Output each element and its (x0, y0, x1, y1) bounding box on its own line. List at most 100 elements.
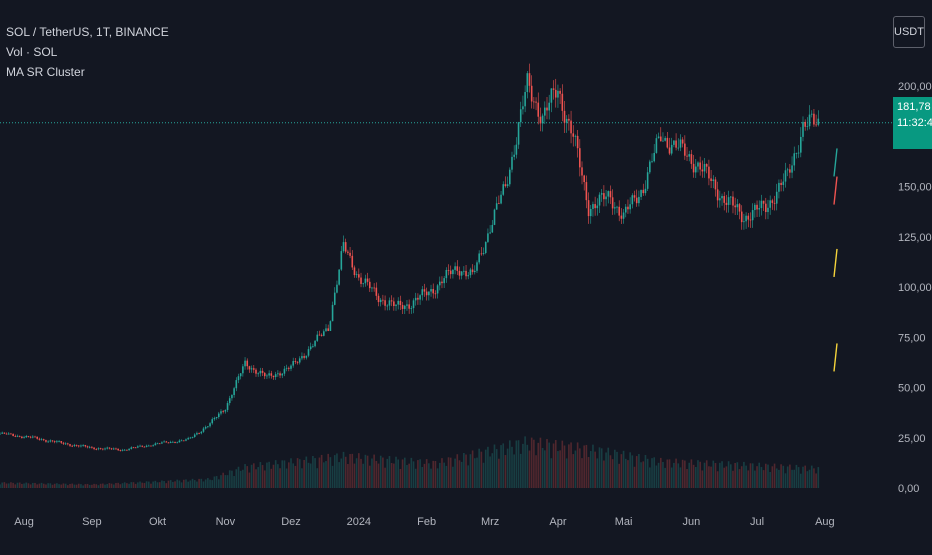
candle-body (694, 166, 697, 173)
candle-body (723, 196, 726, 203)
volume-bar (7, 483, 10, 488)
candle-body (366, 278, 369, 282)
volume-bar (393, 463, 395, 488)
candle-body (618, 206, 621, 216)
volume-bar (42, 483, 45, 488)
volume-bar (679, 467, 682, 488)
candle-body (123, 449, 126, 451)
candle-body (237, 376, 240, 381)
volume-bar (408, 463, 410, 488)
volume-bar (747, 470, 750, 488)
candle-body (734, 205, 736, 208)
volume-bar (277, 464, 279, 488)
x-axis[interactable]: Aug Sep Okt Nov Dez 2024 Feb Mrz Apr Mai Jun Jul Aug (14, 516, 834, 528)
volume-bar (189, 480, 192, 488)
candle-body (544, 107, 546, 116)
candle-body (802, 121, 804, 137)
candle-body (631, 195, 634, 205)
volume-bar (347, 464, 349, 488)
candle-body (719, 198, 721, 201)
x-tick-label: Aug (14, 516, 34, 528)
candle-body (740, 211, 743, 223)
candle-body (62, 442, 65, 444)
volume-bar (368, 465, 371, 488)
candle-body (403, 305, 406, 309)
volume-bar (355, 458, 358, 488)
volume-bar (318, 457, 321, 488)
candle-body (699, 162, 701, 170)
volume-bar (452, 466, 454, 488)
candle-body (697, 162, 699, 167)
candle-body (563, 110, 566, 123)
candle-body (353, 267, 356, 276)
volume-bar (88, 484, 91, 488)
volume-bar (128, 483, 130, 488)
candle-body (204, 426, 207, 429)
candle-body (480, 253, 483, 255)
legend-indicator[interactable]: MA SR Cluster (6, 65, 85, 79)
volume-bar (174, 481, 176, 488)
legend-symbol[interactable]: SOL / TetherUS, 1T, BINANCE (6, 25, 169, 39)
volume-bar (110, 483, 113, 488)
candle-body (408, 304, 410, 309)
candle-body (519, 109, 522, 123)
candle-body (97, 448, 100, 450)
ma-sr-cluster-levels (833, 148, 838, 372)
candle-body (283, 368, 286, 374)
volume-bar (102, 483, 104, 488)
volume-bar (143, 483, 146, 488)
volume-bar (25, 482, 28, 488)
candle-body (277, 373, 279, 375)
volume-bar (528, 450, 531, 488)
volume-bar (530, 437, 533, 488)
volume-bar (58, 484, 60, 488)
volume-bar (471, 450, 474, 488)
candle-body (112, 448, 115, 450)
currency-button[interactable]: USDT (893, 16, 925, 48)
candle-body (86, 446, 89, 448)
x-tick-label: Okt (149, 516, 166, 528)
volume-bar (484, 449, 487, 488)
candle-body (347, 251, 349, 253)
volume-bar (467, 465, 470, 488)
candle-body (471, 269, 474, 273)
volume-bar (764, 463, 767, 488)
candle-body (624, 206, 627, 213)
volume-bar (27, 483, 30, 488)
volume-bar (694, 466, 697, 488)
volume-bar (145, 481, 148, 488)
volume-bar (329, 457, 332, 488)
volume-bar (611, 459, 614, 488)
candle-body (589, 208, 592, 217)
volume-bar (751, 463, 754, 488)
volume-bar (180, 482, 183, 488)
candle-body (747, 215, 750, 220)
volume-bar (800, 473, 802, 488)
volume-bar (18, 482, 21, 488)
candle-body (502, 184, 505, 195)
candle-body (156, 443, 159, 445)
volume-bar (215, 476, 218, 488)
candle-body (239, 373, 242, 377)
volume-bar (358, 453, 360, 488)
legend-volume[interactable]: Vol · SOL (6, 45, 58, 59)
volume-bar (563, 445, 566, 488)
volume-bar (681, 459, 684, 488)
x-tick-label: Feb (417, 516, 436, 528)
candles (0, 63, 820, 452)
volume-bar (806, 471, 809, 488)
candle-body (642, 189, 645, 194)
volume-bar (600, 448, 603, 488)
candle-body (460, 271, 463, 276)
x-tick-label: Aug (815, 516, 835, 528)
candle-body (272, 375, 275, 378)
candle-body (640, 189, 642, 197)
candle-body (106, 447, 109, 449)
candle-body (126, 449, 128, 451)
candle-body (681, 139, 684, 144)
volume-bar (432, 460, 435, 488)
y-tick-label: 150,00 (898, 182, 932, 194)
candle-body (458, 270, 461, 276)
